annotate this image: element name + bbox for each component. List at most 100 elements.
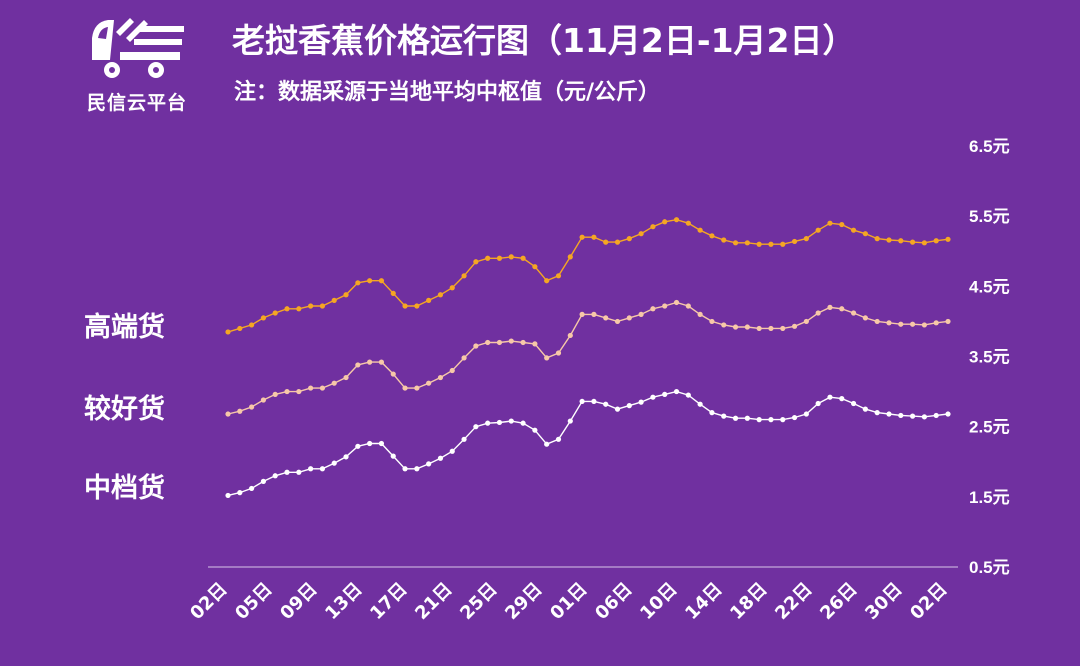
data-point — [744, 324, 750, 330]
data-point — [567, 254, 573, 260]
data-point — [874, 236, 880, 242]
data-point — [402, 303, 408, 309]
data-point — [638, 311, 644, 317]
data-point — [909, 413, 916, 419]
data-point — [673, 299, 680, 306]
data-point — [331, 460, 337, 466]
data-point — [862, 315, 868, 321]
data-point — [862, 231, 868, 237]
data-point — [732, 324, 739, 330]
data-point — [921, 414, 927, 420]
data-point — [933, 320, 939, 326]
data-point — [614, 239, 621, 245]
data-point — [520, 255, 526, 261]
data-point — [697, 227, 703, 233]
data-point — [909, 239, 916, 245]
data-point — [367, 359, 373, 365]
data-point — [355, 443, 361, 449]
x-tick-label: 02日 — [906, 579, 951, 624]
data-point — [284, 469, 290, 475]
data-point — [874, 318, 880, 325]
data-point — [803, 411, 809, 417]
data-point — [249, 404, 255, 410]
data-point — [272, 473, 278, 479]
data-point — [827, 394, 833, 400]
data-point — [697, 401, 703, 407]
data-point — [874, 410, 880, 416]
x-tick-label: 13日 — [321, 579, 366, 624]
data-point — [780, 417, 786, 423]
y-tick-label: 1.5元 — [969, 488, 1010, 507]
y-tick-label: 3.5元 — [969, 348, 1010, 367]
data-point — [839, 396, 845, 402]
data-point — [414, 385, 420, 391]
x-tick-label: 25日 — [456, 579, 501, 624]
y-tick-label: 6.5元 — [969, 137, 1010, 156]
data-point — [343, 454, 349, 460]
chart-title: 老挝香蕉价格运行图（11月2日-1月2日） — [232, 21, 856, 60]
data-point — [886, 237, 892, 243]
data-point — [249, 485, 255, 492]
data-point — [367, 440, 373, 447]
x-tick-label: 17日 — [366, 579, 411, 624]
data-point — [555, 350, 562, 356]
data-point — [780, 325, 786, 332]
data-point — [721, 413, 727, 419]
data-point — [237, 490, 243, 496]
data-point — [437, 292, 444, 298]
data-point — [437, 455, 444, 461]
data-point — [638, 231, 644, 237]
data-point — [390, 290, 396, 296]
data-point — [390, 371, 396, 377]
data-point — [567, 332, 573, 339]
x-tick-label: 29日 — [501, 579, 546, 624]
data-point — [343, 374, 349, 381]
x-tick-label: 21日 — [411, 579, 456, 624]
data-point — [709, 410, 715, 416]
data-point — [555, 273, 562, 279]
y-tick-label: 2.5元 — [969, 418, 1010, 437]
data-point — [355, 280, 361, 286]
data-point — [296, 306, 302, 312]
data-point — [614, 406, 621, 412]
data-point — [839, 306, 845, 312]
data-point — [473, 343, 479, 349]
y-tick-label: 4.5元 — [969, 277, 1010, 296]
data-point — [709, 233, 715, 239]
x-tick-label: 02日 — [186, 579, 231, 624]
data-point — [697, 311, 703, 317]
y-tick-label: 5.5元 — [969, 207, 1010, 226]
data-point — [945, 411, 951, 417]
data-point — [449, 448, 455, 454]
data-point — [850, 400, 857, 407]
data-point — [496, 339, 503, 346]
data-point — [933, 238, 939, 244]
series-label: 较好货 — [84, 393, 165, 425]
data-point — [426, 297, 432, 303]
data-point — [591, 398, 597, 405]
data-point — [591, 311, 597, 317]
data-point — [390, 453, 396, 459]
data-point — [461, 436, 467, 442]
data-point — [426, 461, 432, 467]
data-point — [650, 224, 656, 230]
series-1 — [225, 217, 951, 335]
data-point — [378, 359, 385, 365]
data-point — [721, 237, 727, 243]
data-point — [898, 321, 904, 327]
data-point — [603, 315, 609, 321]
data-point — [709, 318, 715, 325]
data-point — [626, 403, 632, 409]
data-point — [567, 418, 573, 424]
data-point — [449, 367, 455, 374]
data-point — [803, 236, 809, 242]
series-3 — [225, 388, 951, 499]
data-point — [827, 220, 833, 226]
data-point — [768, 325, 774, 332]
data-point — [331, 297, 337, 303]
data-point — [461, 355, 467, 361]
data-point — [308, 385, 314, 391]
data-point — [378, 278, 385, 284]
series-label: 高端货 — [84, 311, 165, 343]
